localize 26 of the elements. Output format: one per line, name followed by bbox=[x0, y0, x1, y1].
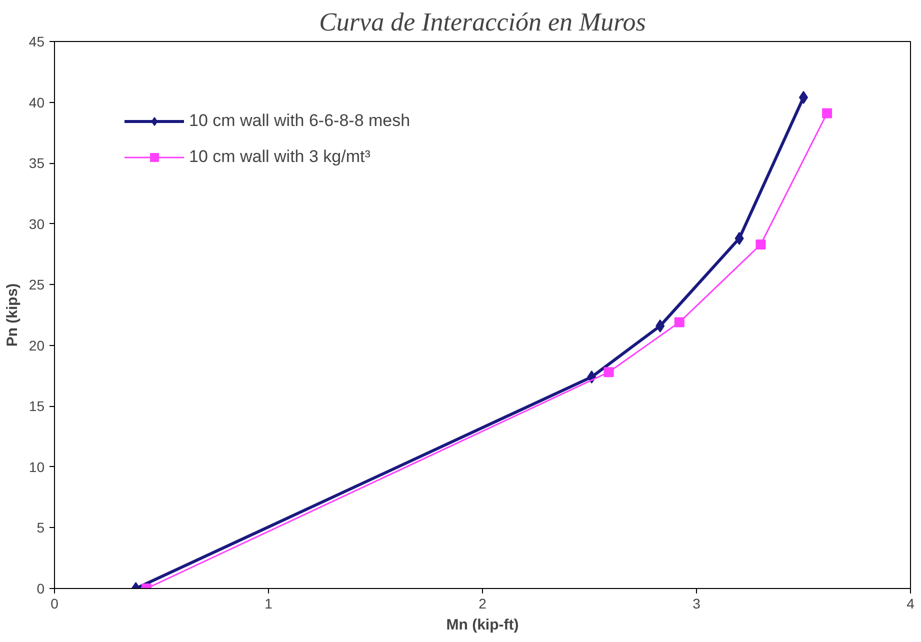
point bbox=[734, 232, 744, 245]
x-tick-label: 4 bbox=[906, 596, 915, 612]
point bbox=[656, 319, 665, 332]
x-axis-title: Mn (kip-ft) bbox=[446, 616, 519, 634]
legend-label: 10 cm wall with 6-6-8-8 mesh bbox=[189, 111, 410, 131]
point bbox=[674, 317, 684, 328]
y-tick-label: 0 bbox=[36, 580, 45, 596]
y-tick-label: 40 bbox=[28, 94, 45, 110]
y-tick-label: 5 bbox=[36, 520, 45, 536]
x-tick-label: 3 bbox=[692, 596, 701, 612]
legend-label: 10 cm wall with 3 kg/mt³ bbox=[189, 147, 370, 167]
chart-title: Curva de Interacción en Muros bbox=[319, 8, 646, 36]
x-tick-label: 2 bbox=[478, 596, 487, 612]
y-axis-title: Pn (kips) bbox=[4, 283, 21, 347]
x-tick-label: 1 bbox=[264, 596, 273, 612]
y-tick-label: 30 bbox=[28, 216, 45, 232]
point bbox=[604, 367, 614, 378]
point bbox=[756, 240, 766, 250]
y-tick-label: 25 bbox=[28, 276, 45, 293]
y-tick-label: 35 bbox=[28, 155, 45, 172]
y-tick-label: 20 bbox=[28, 337, 45, 354]
y-tick-label: 10 bbox=[28, 458, 45, 475]
point bbox=[822, 108, 832, 118]
y-tick-label: 15 bbox=[28, 398, 45, 414]
x-tick-label: 0 bbox=[50, 596, 59, 612]
y-tick-label: 45 bbox=[28, 34, 45, 50]
